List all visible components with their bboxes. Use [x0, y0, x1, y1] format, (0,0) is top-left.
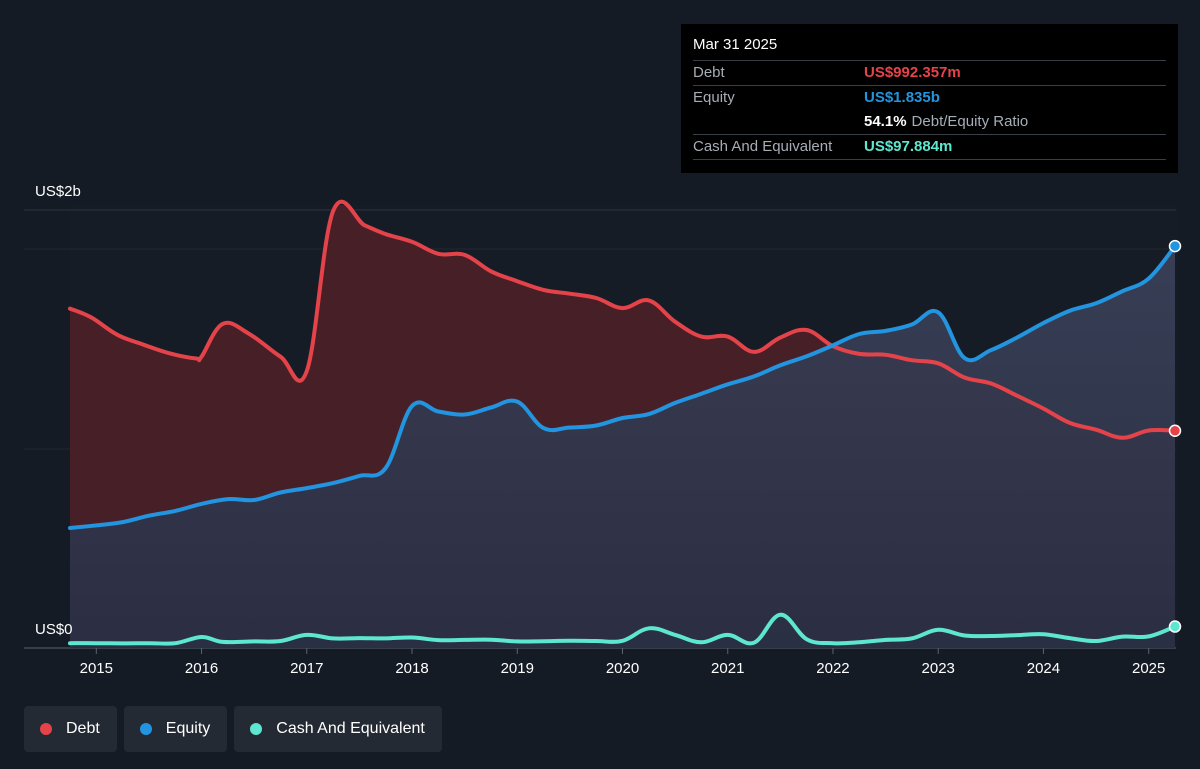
tooltip-debt-value: US$992.357m — [864, 64, 961, 81]
cash-dot-icon — [250, 723, 263, 735]
x-tick-label: 2019 — [501, 660, 534, 677]
end-marker-equity[interactable] — [1168, 239, 1182, 253]
x-tick-label: 2020 — [606, 660, 639, 677]
tooltip-debt-label: Debt — [693, 64, 725, 81]
y-axis-top-label: US$2b — [35, 183, 81, 200]
line-equity — [68, 244, 1177, 530]
chart-legend: Debt Equity Cash And Equivalent — [24, 706, 442, 752]
x-tick-label: 2022 — [816, 660, 849, 677]
debt-dot-icon — [40, 723, 52, 735]
tooltip-panel: Mar 31 2025 Debt US$992.357m Equity US$1… — [681, 24, 1178, 173]
tooltip-cash-value: US$97.884m — [864, 138, 953, 155]
x-tick-label: 2015 — [80, 660, 113, 677]
x-tick-label: 2023 — [922, 660, 955, 677]
tooltip-ratio-value: 54.1% — [864, 113, 907, 130]
x-tick-label: 2021 — [711, 660, 744, 677]
x-tick-label: 2017 — [290, 660, 323, 677]
legend-item-cash[interactable]: Cash And Equivalent — [234, 706, 442, 752]
line-cash-and-equivalent — [68, 612, 1177, 646]
legend-item-debt[interactable]: Debt — [24, 706, 117, 752]
area-equity-overlap — [70, 246, 1175, 648]
equity-dot-icon — [139, 723, 152, 735]
end-marker-cash-and-equivalent[interactable] — [1168, 620, 1182, 633]
x-tick-label: 2024 — [1027, 660, 1060, 677]
legend-debt-label: Debt — [66, 720, 100, 737]
tooltip-equity-value: US$1.835b — [864, 89, 940, 106]
tooltip-ratio-label: Debt/Equity Ratio — [911, 113, 1029, 130]
legend-cash-label: Cash And Equivalent — [276, 720, 425, 737]
x-tick-label: 2018 — [395, 660, 428, 677]
x-axis-ticks: 2015 2016 2017 2018 2019 2020 2021 2022 2023 2024… — [80, 648, 1165, 677]
end-marker-debt[interactable] — [1168, 424, 1182, 438]
tooltip-cash-label: Cash And Equivalent — [693, 138, 833, 155]
y-axis-bottom-label: US$0 — [35, 621, 73, 638]
tooltip-ratio-row: 54.1% Debt/Equity Ratio — [693, 110, 1166, 134]
x-tick-label: 2016 — [185, 660, 218, 677]
legend-equity-label: Equity — [165, 720, 211, 737]
legend-item-equity[interactable]: Equity — [123, 706, 228, 752]
end-markers — [1168, 239, 1182, 633]
series-lines — [68, 199, 1177, 646]
tooltip-date: Mar 31 2025 — [693, 36, 778, 53]
line-debt — [68, 199, 1177, 440]
tooltip-equity-row: Equity US$1.835b — [693, 85, 1166, 110]
tooltip-cash-row: Cash And Equivalent US$97.884m — [693, 134, 1166, 160]
tooltip-equity-label: Equity — [693, 89, 735, 106]
tooltip-debt-row: Debt US$992.357m — [693, 60, 1166, 85]
x-tick-label: 2025 — [1132, 660, 1165, 677]
